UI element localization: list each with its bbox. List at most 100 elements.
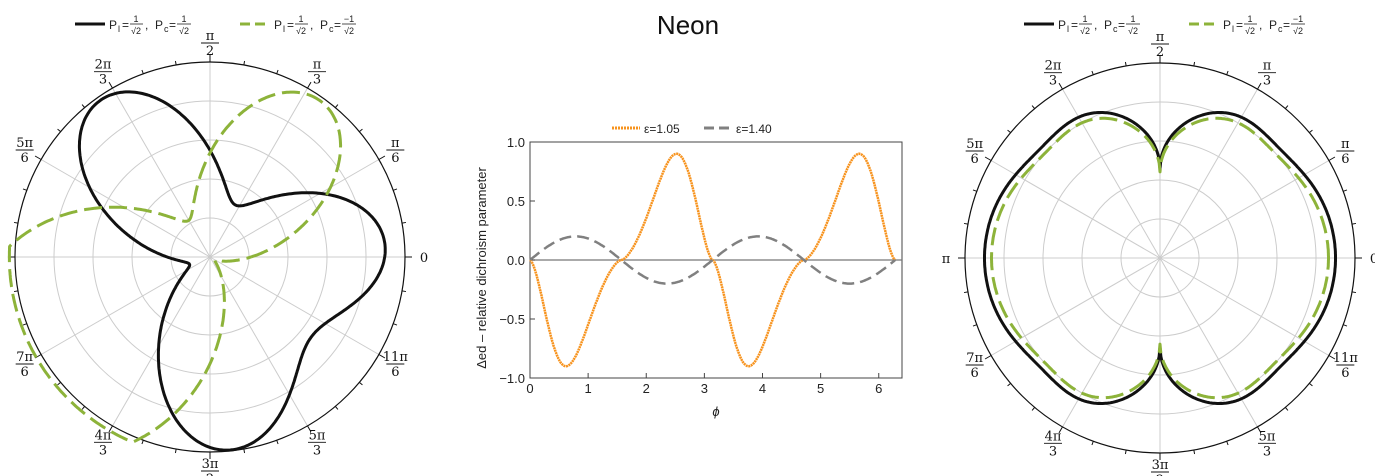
polar-tick [1058, 426, 1063, 434]
angle-label-90: π2 [201, 29, 219, 59]
polar-series-1 [7, 90, 343, 444]
angle-label-den: 6 [21, 151, 29, 166]
polar-spoke-330 [1159, 257, 1330, 356]
polar-tick [57, 381, 61, 386]
polar-tick [963, 222, 969, 225]
polar-spoke-120 [112, 87, 211, 258]
legend-pl-main: P [1058, 18, 1066, 32]
polar-tick [22, 188, 27, 191]
polar-tick [1007, 129, 1011, 134]
angle-label-den: 6 [21, 365, 29, 380]
angle-label-num: 5π [966, 137, 983, 152]
legend-pc-sub: c [329, 24, 334, 34]
polar-spoke-30 [1159, 160, 1330, 259]
angle-label-num: π [1341, 137, 1350, 152]
legend-pl-num: 1 [298, 14, 303, 24]
legend-pl-den: √2 [1080, 26, 1090, 36]
polar-tick [1226, 70, 1229, 75]
angle-label-den: 6 [1341, 152, 1349, 167]
angle-label-num: 11π [383, 350, 409, 365]
legend-comma: , [1094, 18, 1097, 32]
angle-label-num: 4π [95, 428, 112, 443]
polar-tick [972, 189, 977, 192]
polar-tick [81, 104, 86, 108]
angle-label-num: 5π [16, 136, 33, 151]
legend-pc-den: √2 [1293, 26, 1303, 36]
angle-label-num: 2π [1045, 59, 1062, 74]
angle-label-120: 2π3 [94, 58, 112, 88]
legend-pl-num: 1 [133, 14, 138, 24]
angle-label-num: π [391, 136, 400, 151]
legend-pl-den: √2 [1245, 26, 1255, 36]
polar-spoke-300 [209, 256, 308, 427]
polar-tick [13, 290, 19, 293]
legend-eq: = [1071, 18, 1078, 32]
polar-tick [13, 221, 19, 224]
legend-pl-den: √2 [131, 26, 141, 36]
legend-label-0: ε=1.05 [644, 122, 680, 136]
angle-label-den: 3 [99, 443, 107, 458]
angle-label-den: 3 [1263, 74, 1271, 89]
legend-pc-num: −1 [344, 14, 354, 24]
angle-label-den: 6 [1341, 366, 1349, 381]
angle-label-60: π3 [308, 58, 326, 88]
polar-tick [1091, 70, 1094, 75]
polar-tick [141, 69, 144, 74]
right-polar-panel: 0π6π3π22π35π6π7π64π33π25π311π6Pl=1√2,Pc=… [942, 14, 1375, 476]
polar-spoke-330 [209, 256, 380, 355]
angle-label-num: π [313, 58, 322, 73]
angle-label-0: 0 [420, 251, 428, 266]
angle-label-210: 7π6 [15, 350, 34, 380]
polar-tick [108, 425, 113, 433]
angle-label-180: π [942, 252, 951, 267]
angle-label-den: 3 [1049, 444, 1057, 459]
angle-label-120: 2π3 [1044, 59, 1062, 89]
legend-pl-den: √2 [296, 26, 306, 36]
polar-tick [1343, 324, 1348, 327]
polar-tick [307, 425, 312, 433]
polar-tick [276, 69, 279, 74]
polar-tick [1328, 355, 1336, 360]
polar-tick [1091, 441, 1094, 446]
angle-label-num: π [1156, 30, 1165, 45]
legend-pc-den: √2 [179, 26, 189, 36]
polar-tick [1343, 189, 1348, 192]
legend-eq: = [1236, 18, 1243, 32]
polar-spoke-30 [209, 159, 380, 258]
y-tick-label: −0.5 [499, 312, 525, 327]
legend-pc-sub: c [1113, 24, 1118, 34]
angle-label-30: π6 [1336, 137, 1355, 167]
angle-label-180: π [0, 251, 1, 266]
angle-label-150: 5π6 [965, 137, 984, 167]
angle-label-den: 6 [391, 151, 399, 166]
polar-tick [334, 406, 339, 410]
center-line-panel: 0 1 2 3 4 5 6 −1.0 −0.5 0.0 0.5 1.0 ϕ Δed – relative … [474, 122, 903, 419]
angle-label-num: 4π [1045, 429, 1062, 444]
polar-tick [1031, 407, 1036, 411]
angle-label-den: 3 [313, 73, 321, 88]
legend-comma: , [145, 18, 148, 32]
angle-label-text: 0 [1370, 252, 1375, 267]
polar-tick [243, 448, 246, 454]
angle-label-240: 4π3 [1044, 429, 1062, 459]
polar-tick [307, 81, 312, 89]
figure-title: Neon [657, 10, 719, 40]
angle-label-den: 3 [1263, 444, 1271, 459]
angle-label-num: 5π [1259, 429, 1276, 444]
angle-label-den: 2 [206, 472, 214, 476]
polar-tick [34, 155, 42, 160]
x-tick-label: 3 [701, 381, 708, 396]
y-tick-label: 1.0 [507, 135, 525, 150]
polar-tick [1058, 82, 1063, 90]
angle-label-300: 5π3 [308, 428, 326, 458]
polar-tick [1309, 382, 1313, 387]
polar-tick [1284, 105, 1289, 109]
x-tick-label: 5 [817, 381, 824, 396]
angle-label-num: 5π [309, 428, 326, 443]
polar-tick [401, 221, 407, 224]
polar-tick [359, 381, 363, 386]
angle-label-60: π3 [1258, 59, 1276, 89]
